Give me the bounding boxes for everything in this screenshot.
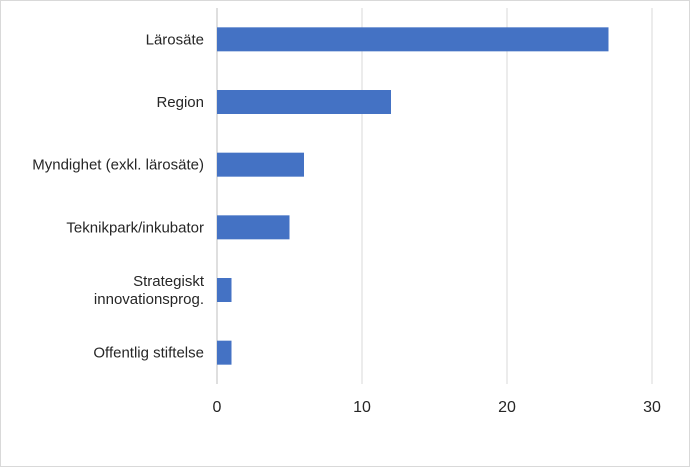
bars (217, 27, 609, 365)
x-tick-label: 30 (643, 399, 661, 416)
category-label: Teknikpark/inkubator (66, 219, 204, 236)
category-label: Offentlig stiftelse (93, 345, 204, 362)
labels: 0 10 20 30 Lärosäte Region Myndighet (exkl. lä… (32, 31, 661, 416)
bar (217, 340, 232, 365)
bar (217, 215, 290, 240)
category-label: Strategiskt innovationsprog. (94, 273, 205, 308)
gridlines (216, 8, 653, 384)
bar (217, 27, 609, 52)
x-tick-label: 20 (498, 399, 516, 416)
category-label: Lärosäte (146, 31, 204, 48)
category-label: Region (156, 94, 204, 111)
x-tick-label: 0 (213, 399, 222, 416)
bar (217, 278, 232, 302)
bar (217, 90, 391, 114)
x-tick-label: 10 (353, 399, 371, 416)
category-label: Myndighet (exkl. lärosäte) (32, 157, 204, 174)
bar (217, 152, 304, 177)
